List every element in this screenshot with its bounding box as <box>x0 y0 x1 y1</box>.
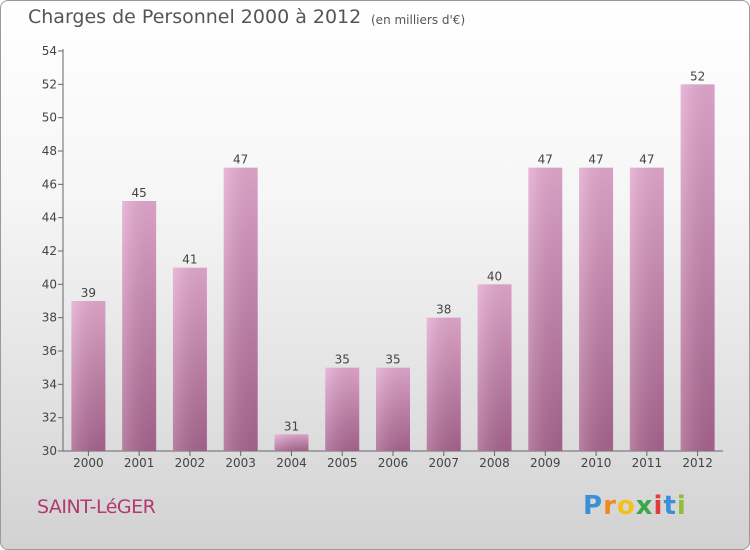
y-tick-label: 44 <box>42 211 57 225</box>
x-tick-label: 2010 <box>581 456 612 470</box>
bar-shade-2011 <box>629 167 664 451</box>
y-tick-label: 48 <box>42 144 57 158</box>
value-label: 47 <box>233 153 248 167</box>
bar-shade-2005 <box>325 367 360 451</box>
logo-letter: i <box>653 491 664 521</box>
logo-letter: o <box>616 491 636 521</box>
x-tick-label: 2002 <box>175 456 206 470</box>
y-tick-label: 38 <box>42 311 57 325</box>
x-tick-label: 2006 <box>378 456 409 470</box>
value-label: 52 <box>690 69 705 83</box>
x-tick-label: 2011 <box>632 456 663 470</box>
value-label: 45 <box>132 186 147 200</box>
x-tick-label: 2007 <box>428 456 459 470</box>
x-tick-label: 2004 <box>276 456 307 470</box>
x-tick-label: 2001 <box>124 456 155 470</box>
logo-letter: x <box>635 491 654 521</box>
value-label: 47 <box>588 153 603 167</box>
y-tick-label: 42 <box>42 244 57 258</box>
bar-shade-2004 <box>274 434 309 451</box>
bar-shade-2012 <box>680 84 715 451</box>
x-tick-label: 2009 <box>530 456 561 470</box>
x-tick-label: 2000 <box>73 456 104 470</box>
y-tick-label: 30 <box>42 444 57 458</box>
commune-name: SAINT-LéGER <box>37 496 156 518</box>
bar-shade-2001 <box>122 201 157 451</box>
value-label: 47 <box>538 153 553 167</box>
chart-title: Charges de Personnel 2000 à 2012 <box>28 6 362 28</box>
y-tick-label: 54 <box>42 44 57 58</box>
bar-shade-2007 <box>426 317 461 451</box>
x-tick-label: 2008 <box>479 456 510 470</box>
y-tick-label: 50 <box>42 111 57 125</box>
bar-shade-2008 <box>477 284 512 451</box>
value-label: 47 <box>639 153 654 167</box>
value-label: 38 <box>436 303 451 317</box>
value-label: 40 <box>487 269 502 283</box>
y-tick-label: 40 <box>42 277 57 291</box>
bar-shade-2003 <box>223 167 258 451</box>
value-label: 31 <box>284 419 299 433</box>
bar-shade-2009 <box>528 167 563 451</box>
y-axis: 30 32 34 36 38 40 42 44 46 48 50 52 54 <box>42 44 64 458</box>
value-label: 35 <box>335 353 350 367</box>
bars <box>71 84 715 451</box>
value-label: 35 <box>385 353 400 367</box>
y-tick-label: 46 <box>42 177 57 191</box>
logo-letter: i <box>676 491 687 521</box>
y-tick-label: 36 <box>42 344 57 358</box>
value-label: 41 <box>182 253 197 267</box>
y-tick-label: 32 <box>42 411 57 425</box>
y-tick-label: 52 <box>42 77 57 91</box>
bar-shade-2006 <box>376 367 410 451</box>
bar-shade-2000 <box>71 301 106 451</box>
proxiti-logo[interactable]: Proxiti <box>583 491 687 521</box>
y-tick-label: 34 <box>42 377 57 391</box>
x-tick-label: 2003 <box>225 456 256 470</box>
x-axis: 2000 2001 2002 2003 2004 2005 2006 2007 2008 2009… <box>63 450 723 470</box>
chart-subtitle: (en milliers d'€) <box>371 13 466 27</box>
logo-letter: t <box>663 491 677 521</box>
value-labels: 39 45 41 47 31 35 35 38 40 47 47 47 52 <box>81 69 706 433</box>
bar-shade-2002 <box>172 267 207 451</box>
x-tick-label: 2012 <box>682 456 713 470</box>
bar-shade-2010 <box>579 167 614 451</box>
x-tick-label: 2005 <box>327 456 358 470</box>
logo-letter: P <box>583 491 604 521</box>
value-label: 39 <box>81 286 96 300</box>
logo-letter: r <box>603 491 617 521</box>
